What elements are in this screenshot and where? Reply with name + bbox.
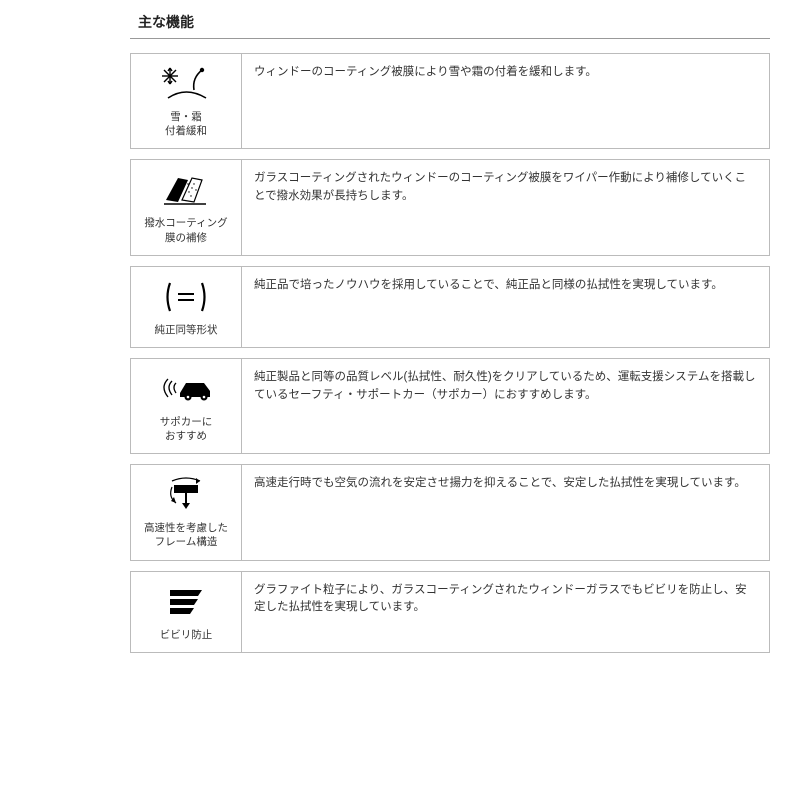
feature-label: 雪・霜 付着緩和 (165, 110, 207, 138)
feature-description: ウィンドーのコーティング被膜により雪や霜の付着を緩和します。 (242, 53, 770, 149)
feature-label: ビビリ防止 (160, 628, 213, 642)
features-container: 主な機能 雪・霜 付着緩和 (130, 12, 770, 653)
section-title: 主な機能 (130, 12, 770, 39)
feature-label: サポカーに おすすめ (160, 415, 213, 443)
feature-icon-cell: 高速性を考慮した フレーム構造 (130, 464, 242, 560)
feature-icon-cell: 撥水コーティング 膜の補修 (130, 159, 242, 255)
frame-structure-icon (156, 473, 216, 517)
feature-row: 高速性を考慮した フレーム構造 高速走行時でも空気の流れを安定させ揚力を抑えるこ… (130, 464, 770, 560)
support-car-icon (156, 367, 216, 411)
feature-icon-cell: 純正同等形状 (130, 266, 242, 348)
feature-label: 高速性を考慮した フレーム構造 (144, 521, 228, 549)
oem-shape-icon (156, 275, 216, 319)
feature-icon-cell: サポカーに おすすめ (130, 358, 242, 454)
feature-label: 純正同等形状 (155, 323, 218, 337)
feature-row: 雪・霜 付着緩和 ウィンドーのコーティング被膜により雪や霜の付着を緩和します。 (130, 53, 770, 149)
snow-frost-icon (156, 62, 216, 106)
feature-row: ビビリ防止 グラファイト粒子により、ガラスコーティングされたウィンドーガラスでも… (130, 571, 770, 653)
feature-label: 撥水コーティング 膜の補修 (144, 216, 227, 244)
feature-row: 純正同等形状 純正品で培ったノウハウを採用していることで、純正品と同様の払拭性を… (130, 266, 770, 348)
feature-description: グラファイト粒子により、ガラスコーティングされたウィンドーガラスでもビビリを防止… (242, 571, 770, 653)
wiper-coating-icon (156, 168, 216, 212)
feature-description: 純正製品と同等の品質レベル(払拭性、耐久性)をクリアしているため、運転支援システ… (242, 358, 770, 454)
feature-row: 撥水コーティング 膜の補修 ガラスコーティングされたウィンドーのコーティング被膜… (130, 159, 770, 255)
feature-icon-cell: ビビリ防止 (130, 571, 242, 653)
feature-icon-cell: 雪・霜 付着緩和 (130, 53, 242, 149)
feature-row: サポカーに おすすめ 純正製品と同等の品質レベル(払拭性、耐久性)をクリアしてい… (130, 358, 770, 454)
feature-description: ガラスコーティングされたウィンドーのコーティング被膜をワイパー作動により補修して… (242, 159, 770, 255)
chatter-prevention-icon (156, 580, 216, 624)
feature-description: 高速走行時でも空気の流れを安定させ揚力を抑えることで、安定した払拭性を実現してい… (242, 464, 770, 560)
feature-description: 純正品で培ったノウハウを採用していることで、純正品と同様の払拭性を実現しています… (242, 266, 770, 348)
